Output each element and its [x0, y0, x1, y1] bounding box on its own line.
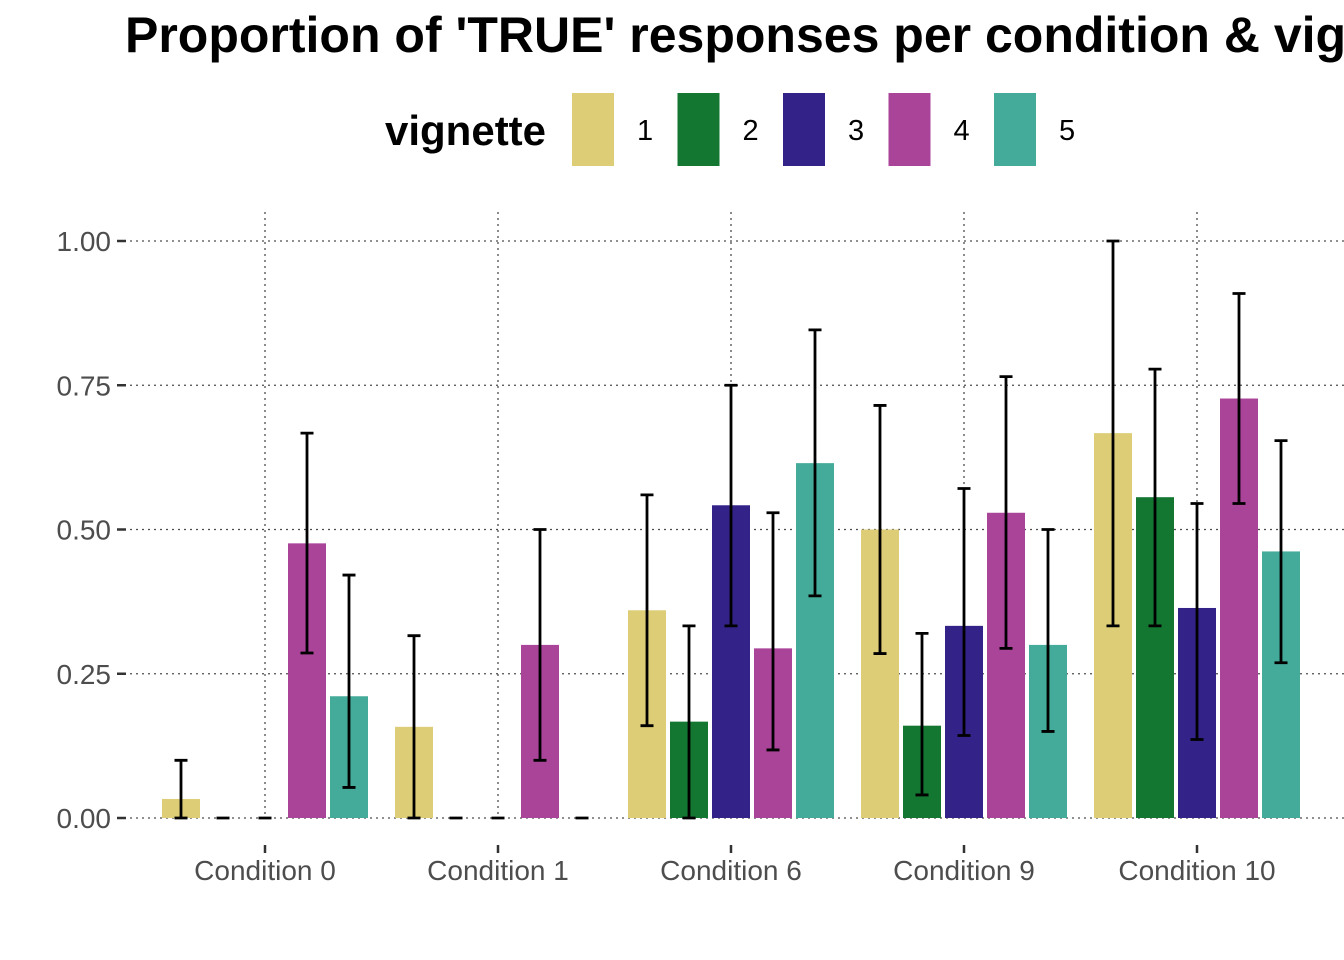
error-bar	[873, 404, 887, 655]
legend-key	[677, 93, 720, 166]
legend-label: 1	[637, 115, 653, 147]
chart-title: Proportion of 'TRUE' responses per condi…	[125, 7, 1344, 63]
x-tick-label: Condition 10	[1118, 855, 1275, 886]
y-tick-label: 0.00	[57, 803, 112, 834]
y-tick-label: 0.75	[57, 370, 112, 401]
error-bar	[1148, 367, 1162, 628]
error-bar	[1106, 239, 1120, 628]
y-tick-label: 0.25	[57, 659, 112, 690]
error-bar	[999, 375, 1013, 650]
error-bar	[957, 487, 971, 737]
legend-key	[572, 93, 614, 166]
x-tick-label: Condition 1	[427, 855, 569, 886]
error-bar	[1274, 439, 1288, 665]
legend-key	[888, 93, 931, 166]
error-bar	[724, 383, 738, 628]
x-tick-label: Condition 9	[893, 855, 1035, 886]
error-bar	[533, 528, 547, 762]
error-bar	[407, 634, 421, 820]
legend-key	[783, 93, 825, 166]
error-bar	[174, 758, 188, 820]
legend: vignette 1 2 3 4 5	[385, 93, 1075, 166]
legend-label: 3	[848, 115, 864, 147]
error-bar	[766, 511, 780, 752]
error-bar	[1041, 528, 1055, 733]
axis-layer: 0.00 0.25 0.50 0.75 1.00 Condition 0 Condition…	[57, 226, 1276, 886]
legend-label: 4	[954, 115, 970, 147]
error-bar	[682, 624, 696, 820]
legend-label: 2	[743, 115, 759, 147]
error-bar	[640, 493, 654, 728]
x-tick-label: Condition 0	[194, 855, 336, 886]
y-tick-label: 0.50	[57, 515, 112, 546]
error-bar	[300, 431, 314, 655]
error-bar	[915, 631, 929, 797]
legend-label: 5	[1059, 115, 1075, 147]
error-bar	[1190, 502, 1204, 741]
error-bar	[1232, 292, 1246, 505]
y-tick-label: 1.00	[57, 226, 112, 257]
x-tick-label: Condition 6	[660, 855, 802, 886]
legend-title: vignette	[385, 107, 546, 154]
errorbars-layer	[174, 239, 1288, 820]
error-bar	[342, 573, 356, 789]
legend-key	[994, 93, 1036, 166]
error-bar	[808, 328, 822, 598]
